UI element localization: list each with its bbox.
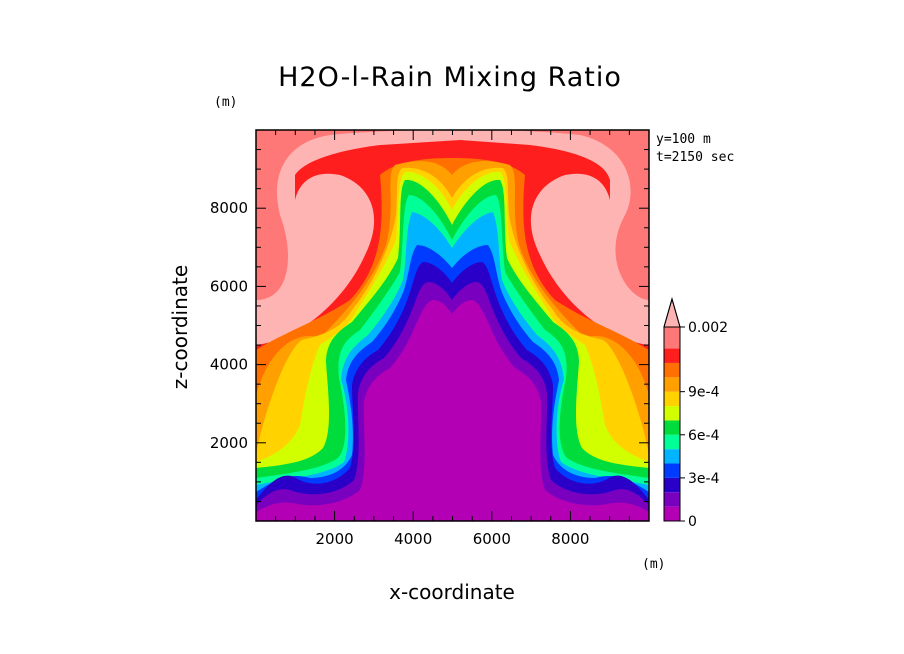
x-tick-label: 2000 — [316, 530, 354, 548]
y-tick-label: 2000 — [210, 434, 248, 452]
x-unit-label: (m) — [642, 557, 665, 572]
x-tick-label: 8000 — [551, 530, 589, 548]
band-magenta — [256, 300, 649, 521]
colorbar-extend-arrow — [663, 297, 681, 328]
colorbar-label: 9e-4 — [688, 385, 720, 401]
colorbar: 0 3e-4 6e-4 9e-4 0.002 — [663, 297, 728, 530]
x-axis-label: x-coordinate — [389, 580, 515, 604]
colorbar-label: 3e-4 — [688, 471, 720, 487]
axis-tick-labels: 2000 4000 6000 8000 2000 4000 6000 8000 — [210, 199, 590, 548]
colorbar-swatch — [664, 449, 680, 464]
colorbar-swatch — [664, 348, 680, 363]
colorbar-swatch — [664, 477, 680, 493]
colorbar-label: 0 — [688, 514, 697, 530]
colorbar-label: 6e-4 — [688, 428, 720, 444]
axis-ticks — [255, 129, 650, 522]
colorbar-swatch — [664, 327, 680, 349]
x-tick-label: 4000 — [394, 530, 432, 548]
annotation-y: y=100 m — [656, 132, 711, 147]
colorbar-frame — [663, 297, 681, 522]
y-axis-label: z-coordinate — [168, 265, 192, 389]
colorbar-swatch — [664, 463, 680, 478]
colorbar-label: 0.002 — [688, 320, 728, 336]
colorbar-swatch — [664, 362, 680, 378]
y-tick-label: 8000 — [210, 199, 248, 217]
colorbar-swatch — [664, 506, 680, 521]
band-salmon — [256, 130, 649, 300]
y-tick-label: 6000 — [210, 277, 248, 295]
colorbar-swatch — [664, 377, 680, 392]
annotation-t: t=2150 sec — [656, 150, 734, 165]
colorbar-swatch — [664, 420, 680, 435]
chart-title: H2O-l-Rain Mixing Ratio — [278, 62, 622, 93]
x-tick-label: 6000 — [473, 530, 511, 548]
y-unit-label: (m) — [214, 95, 237, 110]
colorbar-swatch — [664, 391, 680, 407]
contour-field — [256, 130, 649, 521]
colorbar-swatch — [664, 492, 680, 507]
colorbar-swatch — [664, 406, 680, 421]
colorbar-swatch — [664, 434, 680, 450]
y-tick-label: 4000 — [210, 356, 248, 374]
